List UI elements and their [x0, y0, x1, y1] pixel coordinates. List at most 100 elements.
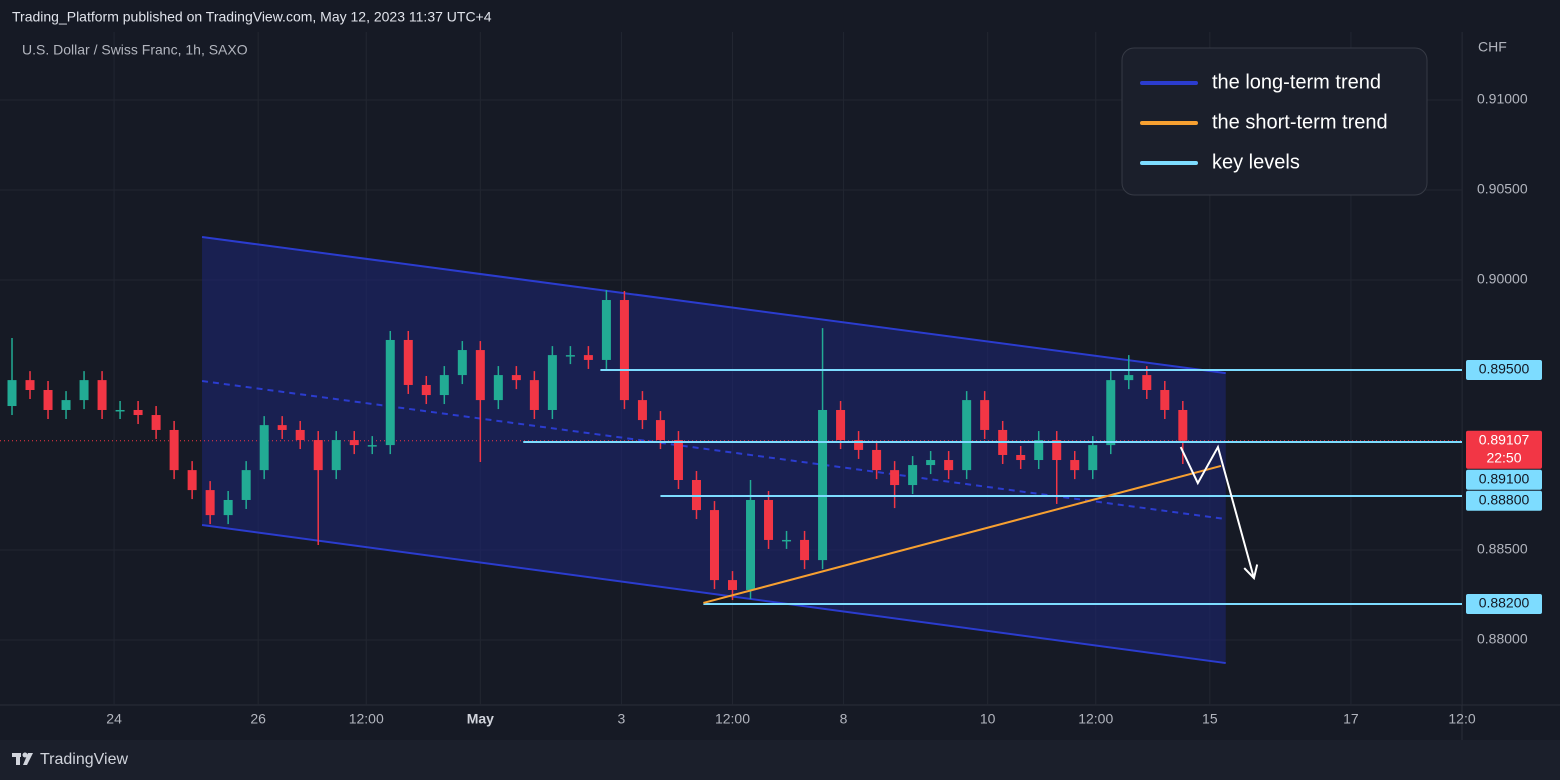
y-tick-label: 0.91000: [1477, 91, 1528, 107]
candle-body: [836, 409, 846, 441]
candle-body: [637, 400, 647, 421]
candle-body: [511, 375, 521, 381]
candle-body: [1124, 375, 1134, 381]
channel-upper: [201, 236, 1226, 375]
x-tick-label: 15: [1202, 711, 1218, 727]
x-tick-label: 3: [618, 711, 626, 727]
candle-body: [1106, 380, 1116, 446]
candle-body: [475, 350, 485, 401]
candle-body: [673, 440, 683, 481]
x-tick-label: 17: [1343, 711, 1359, 727]
candle-body: [962, 400, 972, 471]
arrow-head: [1243, 564, 1259, 581]
candle-body: [169, 429, 179, 471]
key-level-tag: [1466, 469, 1542, 490]
candle-body: [43, 390, 53, 410]
candle-body: [908, 465, 918, 486]
footer-bar: [0, 740, 1560, 780]
candle-body: [782, 539, 792, 542]
chart-title: Trading_Platform published on TradingVie…: [12, 9, 492, 25]
key-level-tag-text: 0.89100: [1479, 470, 1530, 486]
chart-subtitle: U.S. Dollar / Swiss Franc, 1h, SAXO: [22, 42, 248, 58]
candle-body: [565, 355, 575, 357]
candle-body: [223, 499, 233, 516]
candle-body: [890, 470, 900, 486]
x-tick-label: 24: [106, 711, 122, 727]
candle-body: [349, 440, 359, 446]
candle-body: [1034, 440, 1044, 461]
candle-body: [151, 415, 161, 430]
last-price-tag: [1466, 430, 1542, 469]
y-unit: CHF: [1478, 39, 1507, 55]
candle-body: [403, 339, 413, 385]
y-tick-label: 0.90500: [1477, 181, 1528, 197]
candle-body: [944, 460, 954, 471]
candle-body: [331, 440, 341, 471]
candle-body: [764, 499, 774, 540]
candle-body: [367, 445, 377, 447]
legend-label: key levels: [1212, 151, 1300, 173]
candle-body: [97, 380, 107, 410]
candle-body: [872, 449, 882, 471]
key-level-tag: [1466, 490, 1542, 511]
x-tick-label: 10: [980, 711, 996, 727]
candle-body: [655, 420, 665, 441]
candle-body: [115, 409, 125, 412]
candle-body: [439, 375, 449, 396]
candle-body: [1070, 460, 1080, 471]
candle-body: [1088, 445, 1098, 471]
candle-body: [1052, 440, 1062, 461]
candle-body: [818, 409, 828, 561]
candle-body: [1016, 454, 1026, 461]
candle-body: [583, 355, 593, 360]
key-level-tag: [1466, 594, 1542, 615]
candle-body: [277, 425, 287, 430]
legend-label: the short-term trend: [1212, 111, 1388, 133]
key-level-tag-text: 0.88200: [1479, 595, 1530, 611]
brand-name: TradingView: [40, 751, 128, 768]
candle-body: [313, 440, 323, 471]
last-price-tag-text: 0.89107: [1479, 431, 1530, 447]
projection-arrow: [1179, 444, 1255, 579]
candle-body: [601, 300, 611, 360]
candle-body: [133, 409, 143, 416]
x-tick-label: 12:0: [1448, 711, 1475, 727]
candle-body: [854, 440, 864, 450]
candle-body: [25, 380, 35, 391]
last-price-tag-text: 22:50: [1486, 449, 1521, 465]
candle-body: [980, 400, 990, 430]
candle-body: [926, 460, 936, 466]
candle-body: [421, 384, 431, 396]
y-tick-label: 0.90000: [1477, 271, 1528, 287]
candle-body: [457, 350, 467, 376]
brand-logo: [12, 752, 33, 765]
y-tick-label: 0.88000: [1477, 631, 1528, 647]
candle-body: [1142, 375, 1152, 391]
candle-body: [205, 490, 215, 516]
key-level-tag-text: 0.89500: [1479, 361, 1530, 377]
key-level-tag-text: 0.88800: [1479, 491, 1530, 507]
candle-body: [493, 375, 503, 401]
legend-box: [1121, 47, 1428, 196]
x-tick-label: May: [467, 711, 494, 727]
candle-body: [61, 400, 71, 410]
trend-line: [703, 465, 1222, 604]
candle-body: [187, 470, 197, 491]
candle-body: [295, 429, 305, 441]
candle-body: [241, 470, 251, 500]
candle-body: [547, 355, 557, 410]
candle-body: [1178, 409, 1188, 441]
candle-body: [619, 300, 629, 401]
x-tick-label: 26: [250, 711, 266, 727]
x-tick-label: 12:00: [715, 711, 750, 727]
x-tick-label: 12:00: [1078, 711, 1113, 727]
y-tick-label: 0.88500: [1477, 541, 1528, 557]
candle-body: [728, 580, 738, 590]
candle-body: [529, 380, 539, 410]
candle-body: [800, 539, 810, 561]
candle-body: [746, 499, 756, 590]
candle-body: [79, 380, 89, 401]
candle-body: [259, 425, 269, 471]
candle-body: [1160, 390, 1170, 410]
